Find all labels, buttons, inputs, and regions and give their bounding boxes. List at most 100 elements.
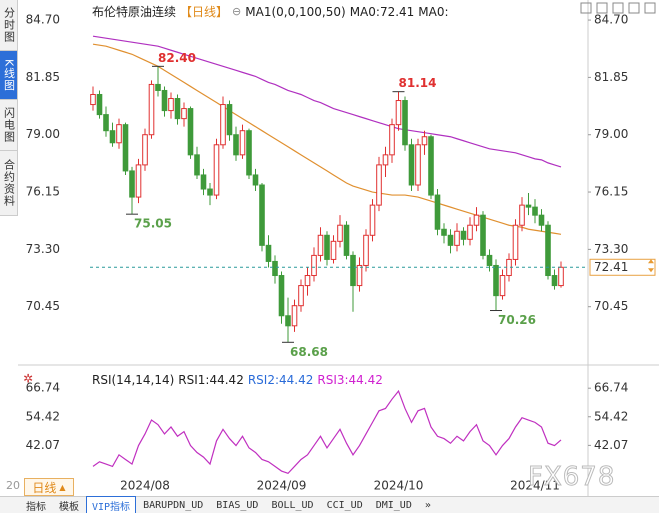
candle-body bbox=[252, 174, 259, 186]
legend-entry: RSI1:44.42 bbox=[178, 373, 244, 387]
candle-body bbox=[350, 254, 356, 287]
period-label[interactable]: 【日线】 bbox=[180, 5, 229, 19]
candle-body bbox=[155, 83, 161, 91]
indicator-tab[interactable]: BIAS_UD bbox=[216, 500, 259, 511]
candle-body bbox=[408, 144, 415, 186]
candle-body bbox=[135, 164, 142, 198]
candle-body bbox=[538, 214, 545, 226]
candle-body bbox=[473, 214, 480, 226]
indicator-tab[interactable]: BARUPDN_UD bbox=[143, 500, 204, 511]
y-tick-label: 84.70 bbox=[26, 13, 60, 27]
rsi-header: RSI(14,14,14) RSI1:44.42 RSI2:44.42 RSI3:4… bbox=[92, 373, 383, 387]
moving-average-line bbox=[92, 35, 562, 168]
sidebar-tab[interactable]: 闪电图 bbox=[0, 100, 18, 151]
watermark: FX678 bbox=[527, 462, 616, 493]
candle-body bbox=[304, 275, 311, 287]
candle-body bbox=[187, 108, 194, 156]
candle-body bbox=[239, 130, 246, 156]
chart-title: 布伦特原油连续 bbox=[92, 5, 177, 19]
candle-body bbox=[103, 114, 109, 132]
chart-header: 布伦特原油连续 【日线】 ⊖ MA1(0,0,100,50) MA0:72.41… bbox=[92, 3, 449, 20]
candle-body bbox=[285, 315, 291, 327]
y-tick-label: 76.15 bbox=[594, 185, 628, 199]
candle-body bbox=[259, 184, 265, 246]
extreme-label: 82.40 bbox=[158, 51, 196, 65]
rsi-legend: RSI1:44.42 RSI2:44.42 RSI3:44.42 bbox=[178, 373, 383, 387]
sidebar-tab[interactable]: K线图 bbox=[0, 51, 18, 100]
candle-body bbox=[389, 124, 395, 156]
candle-body bbox=[168, 98, 174, 112]
indicator-tab[interactable]: DMI_UD bbox=[375, 500, 412, 511]
y-tick-label: 81.85 bbox=[26, 70, 60, 84]
legend-entry: RSI3:44.42 bbox=[317, 373, 383, 387]
x-tick-label: 2024/11 bbox=[510, 479, 560, 493]
y-tick-label: 79.00 bbox=[594, 127, 628, 141]
extreme-label: 81.14 bbox=[399, 76, 437, 90]
y-tick-label: 54.42 bbox=[594, 409, 628, 423]
y-tick-label: 42.07 bbox=[594, 438, 628, 452]
candle-body bbox=[174, 98, 181, 120]
candle-body bbox=[278, 275, 285, 317]
candle-body bbox=[181, 108, 187, 120]
candle-body bbox=[532, 206, 538, 216]
y-tick-label: 73.30 bbox=[594, 242, 628, 256]
candle-body bbox=[246, 130, 252, 176]
x-tick-label: 2024/09 bbox=[257, 479, 307, 493]
candle-body bbox=[356, 264, 363, 287]
period-button[interactable]: 日线 ▲ bbox=[24, 478, 74, 496]
candle-body bbox=[376, 164, 382, 206]
candle-body bbox=[402, 100, 408, 146]
sidebar-tab[interactable]: 合约资料 bbox=[0, 151, 18, 216]
candle-body bbox=[415, 144, 421, 186]
top-icons[interactable] bbox=[580, 2, 656, 14]
sidebar-tab[interactable]: 分时图 bbox=[0, 0, 18, 51]
indicator-tab[interactable]: 指标 bbox=[26, 502, 46, 513]
candle-body bbox=[220, 104, 226, 146]
y-tick-label: 73.30 bbox=[26, 242, 60, 256]
candle-body bbox=[324, 234, 330, 260]
candle-body bbox=[122, 124, 129, 172]
candle-body bbox=[265, 244, 272, 262]
candle-body bbox=[421, 136, 428, 146]
indicator-tab[interactable]: VIP指标 bbox=[86, 496, 137, 513]
candle-body bbox=[486, 254, 493, 266]
candle-body bbox=[447, 234, 454, 246]
indicator-tab[interactable]: CCI_UD bbox=[326, 500, 363, 511]
period-button-label: 日线 bbox=[32, 480, 57, 495]
candle-body bbox=[454, 230, 460, 246]
indicator-tab[interactable]: BOLL_UD bbox=[271, 500, 314, 511]
candle-body bbox=[395, 100, 402, 126]
candle-body bbox=[226, 104, 233, 136]
collapse-icon[interactable]: ⊖ bbox=[232, 5, 242, 18]
candle-body bbox=[311, 254, 317, 277]
price-marker bbox=[648, 259, 654, 273]
settings-icon[interactable]: ✲ bbox=[23, 372, 33, 386]
extreme-label: 70.26 bbox=[498, 313, 536, 327]
candle-body bbox=[96, 93, 103, 116]
rsi-line bbox=[92, 389, 562, 475]
indicator-tab[interactable]: 模板 bbox=[59, 502, 79, 513]
candle-body bbox=[337, 224, 343, 242]
y-tick-label: 84.70 bbox=[594, 13, 628, 27]
extreme-label: 68.68 bbox=[290, 345, 328, 359]
y-tick-label: 42.07 bbox=[26, 438, 60, 452]
y-tick-label: 76.15 bbox=[26, 185, 60, 199]
candle-body bbox=[467, 224, 473, 240]
candle-body bbox=[213, 144, 220, 196]
y-tick-label: 79.00 bbox=[26, 127, 60, 141]
candle-body bbox=[298, 285, 304, 307]
candle-body bbox=[161, 89, 168, 112]
indicator-label: MA1(0,0,100,50) bbox=[245, 4, 346, 19]
extreme-label: 75.05 bbox=[134, 217, 172, 231]
candle-body bbox=[428, 136, 434, 196]
candle-body bbox=[499, 275, 506, 297]
x-tick-label: 2024/08 bbox=[120, 479, 170, 493]
candle-body bbox=[116, 124, 122, 144]
candle-body bbox=[434, 194, 441, 230]
candle-body bbox=[142, 134, 148, 166]
candle-body bbox=[369, 204, 376, 236]
indicator-tab[interactable]: » bbox=[424, 500, 431, 511]
candle-body bbox=[441, 228, 447, 236]
candle-body bbox=[493, 264, 499, 297]
candle-body bbox=[129, 170, 135, 198]
